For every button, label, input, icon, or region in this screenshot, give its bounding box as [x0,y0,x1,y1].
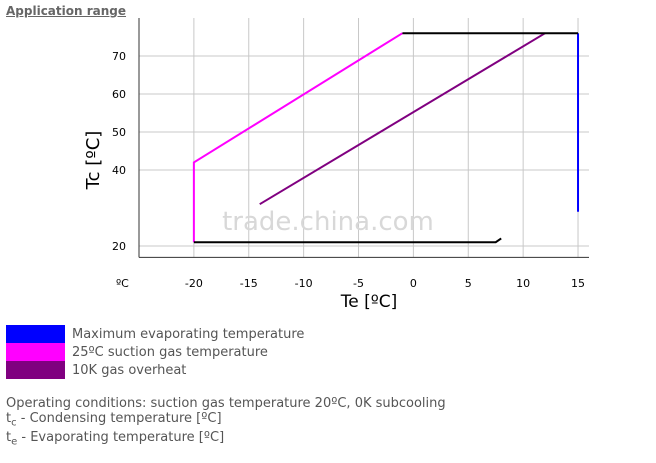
x-tick-label: 10 [516,277,530,290]
subscript: c [11,417,17,429]
legend-swatch [6,361,65,379]
legend-label: Maximum evaporating temperature [72,327,304,342]
x-tick-label: -15 [240,277,258,290]
chart: -20 -15 -10 -5 0 5 10 15 20 40 50 60 70 ºC Te [ºC] Tc [… [6,18,589,379]
legend-swatch [6,343,65,361]
x-tick-label: -10 [295,277,313,290]
watermark: trade.china.com [222,207,434,237]
symbol: t [6,430,12,445]
y-tick-label: 50 [112,126,126,139]
series-line [259,32,546,206]
series-line [193,237,502,244]
x-tick-label: 0 [410,277,417,290]
te-note: te - Evaporating temperature [ºC] [6,430,224,448]
x-tick-label: 5 [465,277,472,290]
description: - Condensing temperature [ºC] [16,411,222,426]
subscript: e [11,436,18,448]
x-tick-label: -5 [353,277,364,290]
x-unit: ºC [116,277,129,290]
x-tick-label: -20 [185,277,203,290]
legend-swatch [6,325,65,343]
description: - Evaporating temperature [ºC] [17,430,225,445]
conditions-note: Operating conditions: suction gas temper… [6,396,446,411]
page-title: Application range [6,4,127,18]
y-tick-label: 60 [112,88,126,101]
y-tick-label: 40 [112,164,126,177]
legend-label: 10K gas overheat [72,363,186,378]
symbol: t [6,411,12,426]
x-axis-label: Te [ºC] [340,292,398,312]
series-line [192,32,403,243]
x-tick-label: 15 [571,277,585,290]
legend-label: 25ºC suction gas temperature [72,345,268,360]
y-tick-label: 20 [112,240,126,253]
y-axis-label: Tc [ºC] [83,131,104,191]
y-tick-label: 70 [112,50,126,63]
tc-note: tc - Condensing temperature [ºC] [6,411,222,429]
